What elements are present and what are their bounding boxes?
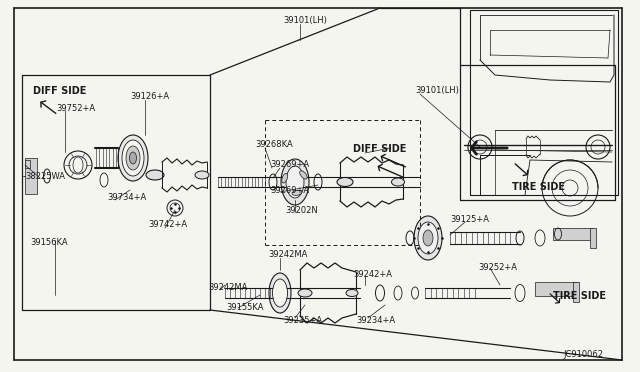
Ellipse shape — [292, 190, 302, 195]
Text: 39202N: 39202N — [285, 206, 317, 215]
Ellipse shape — [298, 289, 312, 297]
Bar — [573, 282, 579, 302]
Text: JC910062: JC910062 — [563, 350, 603, 359]
Ellipse shape — [269, 273, 291, 313]
Ellipse shape — [146, 170, 164, 180]
Text: DIFF SIDE: DIFF SIDE — [353, 144, 406, 154]
Text: 39269+A: 39269+A — [270, 160, 309, 169]
Ellipse shape — [418, 222, 438, 254]
Text: 39235+A: 39235+A — [283, 316, 322, 325]
Text: 39268KA: 39268KA — [255, 140, 292, 149]
Text: 39242+A: 39242+A — [353, 270, 392, 279]
Ellipse shape — [414, 216, 442, 260]
Text: TIRE SIDE: TIRE SIDE — [512, 182, 565, 192]
Text: 39125+A: 39125+A — [450, 215, 489, 224]
Text: 39242MA: 39242MA — [268, 250, 307, 259]
Ellipse shape — [286, 166, 304, 198]
Ellipse shape — [273, 279, 287, 307]
Bar — [590, 228, 596, 248]
Text: 39742+A: 39742+A — [148, 220, 187, 229]
Ellipse shape — [118, 135, 148, 181]
Text: DIFF SIDE: DIFF SIDE — [33, 86, 86, 96]
Text: 38225WA: 38225WA — [25, 172, 65, 181]
Bar — [25, 158, 37, 194]
Text: 39752+A: 39752+A — [56, 104, 95, 113]
Ellipse shape — [300, 171, 307, 179]
Ellipse shape — [122, 140, 144, 176]
Ellipse shape — [346, 289, 358, 296]
Ellipse shape — [195, 171, 209, 179]
Ellipse shape — [282, 173, 287, 183]
Text: 39252+A: 39252+A — [478, 263, 517, 272]
Bar — [25, 160, 30, 168]
Bar — [535, 282, 577, 296]
Ellipse shape — [129, 152, 136, 164]
Text: 39101(LH): 39101(LH) — [415, 86, 459, 95]
Text: TIRE SIDE: TIRE SIDE — [553, 291, 606, 301]
Ellipse shape — [392, 178, 404, 186]
Text: 39155KA: 39155KA — [226, 303, 264, 312]
Bar — [553, 228, 593, 240]
Ellipse shape — [337, 177, 353, 186]
Ellipse shape — [423, 230, 433, 246]
Text: 39126+A: 39126+A — [130, 92, 169, 101]
Text: 39242MA: 39242MA — [208, 283, 248, 292]
Text: 39156KA: 39156KA — [30, 238, 68, 247]
Ellipse shape — [281, 159, 309, 205]
Text: 39234+A: 39234+A — [356, 316, 395, 325]
Text: 39734+A: 39734+A — [107, 193, 147, 202]
Text: 39269+A: 39269+A — [270, 186, 309, 195]
Ellipse shape — [126, 146, 140, 170]
Text: 39101(LH): 39101(LH) — [283, 16, 327, 25]
